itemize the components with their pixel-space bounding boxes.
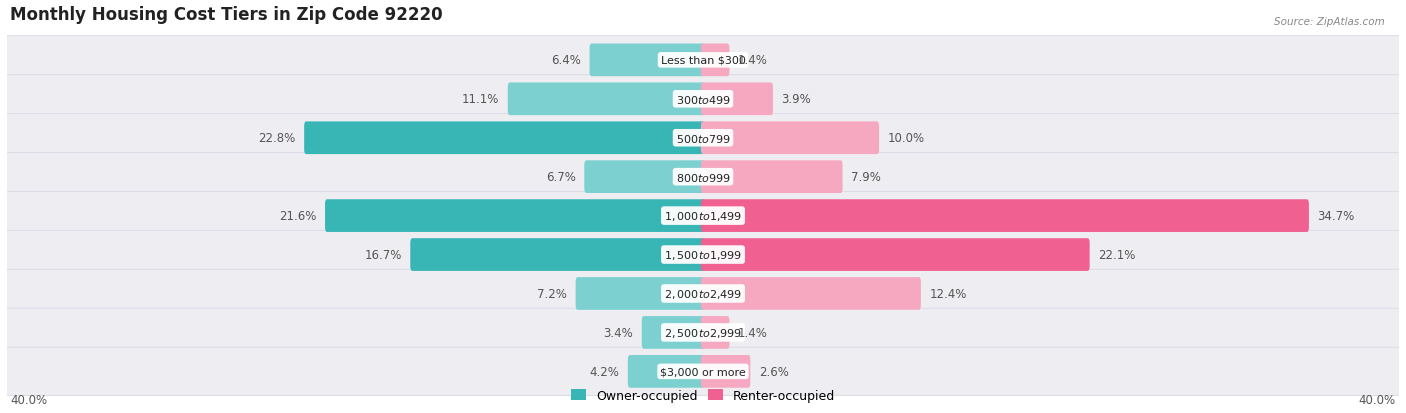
Text: 7.2%: 7.2% bbox=[537, 287, 567, 300]
Text: 34.7%: 34.7% bbox=[1317, 210, 1354, 223]
Text: 22.8%: 22.8% bbox=[259, 132, 295, 145]
FancyBboxPatch shape bbox=[702, 122, 879, 155]
FancyBboxPatch shape bbox=[4, 309, 1402, 357]
Text: 7.9%: 7.9% bbox=[851, 171, 880, 184]
Text: 40.0%: 40.0% bbox=[10, 393, 48, 406]
FancyBboxPatch shape bbox=[304, 122, 704, 155]
FancyBboxPatch shape bbox=[4, 270, 1402, 318]
Text: $3,000 or more: $3,000 or more bbox=[661, 366, 745, 376]
FancyBboxPatch shape bbox=[702, 83, 773, 116]
FancyBboxPatch shape bbox=[508, 83, 704, 116]
Text: 1.4%: 1.4% bbox=[738, 54, 768, 67]
FancyBboxPatch shape bbox=[585, 161, 704, 194]
FancyBboxPatch shape bbox=[4, 37, 1402, 85]
Text: Source: ZipAtlas.com: Source: ZipAtlas.com bbox=[1274, 17, 1385, 26]
Text: 6.4%: 6.4% bbox=[551, 54, 581, 67]
FancyBboxPatch shape bbox=[411, 239, 704, 271]
FancyBboxPatch shape bbox=[702, 316, 730, 349]
Text: 12.4%: 12.4% bbox=[929, 287, 966, 300]
FancyBboxPatch shape bbox=[702, 355, 751, 388]
FancyBboxPatch shape bbox=[641, 316, 704, 349]
FancyBboxPatch shape bbox=[4, 114, 1402, 162]
FancyBboxPatch shape bbox=[4, 347, 1402, 396]
Text: 2.6%: 2.6% bbox=[759, 365, 789, 378]
FancyBboxPatch shape bbox=[628, 355, 704, 388]
Text: 6.7%: 6.7% bbox=[546, 171, 576, 184]
Text: Less than $300: Less than $300 bbox=[661, 56, 745, 66]
Text: 4.2%: 4.2% bbox=[589, 365, 620, 378]
Text: $1,500 to $1,999: $1,500 to $1,999 bbox=[664, 249, 742, 261]
FancyBboxPatch shape bbox=[702, 161, 842, 194]
Text: $2,000 to $2,499: $2,000 to $2,499 bbox=[664, 287, 742, 300]
FancyBboxPatch shape bbox=[702, 44, 730, 77]
Text: 22.1%: 22.1% bbox=[1098, 249, 1136, 261]
Text: Monthly Housing Cost Tiers in Zip Code 92220: Monthly Housing Cost Tiers in Zip Code 9… bbox=[10, 6, 443, 24]
Text: 1.4%: 1.4% bbox=[738, 326, 768, 339]
Legend: Owner-occupied, Renter-occupied: Owner-occupied, Renter-occupied bbox=[571, 389, 835, 402]
Text: $500 to $799: $500 to $799 bbox=[675, 133, 731, 145]
FancyBboxPatch shape bbox=[4, 231, 1402, 279]
FancyBboxPatch shape bbox=[702, 200, 1309, 233]
FancyBboxPatch shape bbox=[4, 76, 1402, 123]
Text: $300 to $499: $300 to $499 bbox=[675, 94, 731, 106]
FancyBboxPatch shape bbox=[702, 278, 921, 310]
FancyBboxPatch shape bbox=[325, 200, 704, 233]
FancyBboxPatch shape bbox=[702, 239, 1090, 271]
Text: $2,500 to $2,999: $2,500 to $2,999 bbox=[664, 326, 742, 339]
Text: 3.4%: 3.4% bbox=[603, 326, 633, 339]
Text: 21.6%: 21.6% bbox=[280, 210, 316, 223]
FancyBboxPatch shape bbox=[4, 153, 1402, 201]
Text: 16.7%: 16.7% bbox=[364, 249, 402, 261]
FancyBboxPatch shape bbox=[4, 192, 1402, 240]
Text: 11.1%: 11.1% bbox=[463, 93, 499, 106]
Text: 3.9%: 3.9% bbox=[782, 93, 811, 106]
FancyBboxPatch shape bbox=[575, 278, 704, 310]
Text: 10.0%: 10.0% bbox=[887, 132, 925, 145]
FancyBboxPatch shape bbox=[589, 44, 704, 77]
Text: 40.0%: 40.0% bbox=[1358, 393, 1396, 406]
Text: $1,000 to $1,499: $1,000 to $1,499 bbox=[664, 210, 742, 223]
Text: $800 to $999: $800 to $999 bbox=[675, 171, 731, 183]
